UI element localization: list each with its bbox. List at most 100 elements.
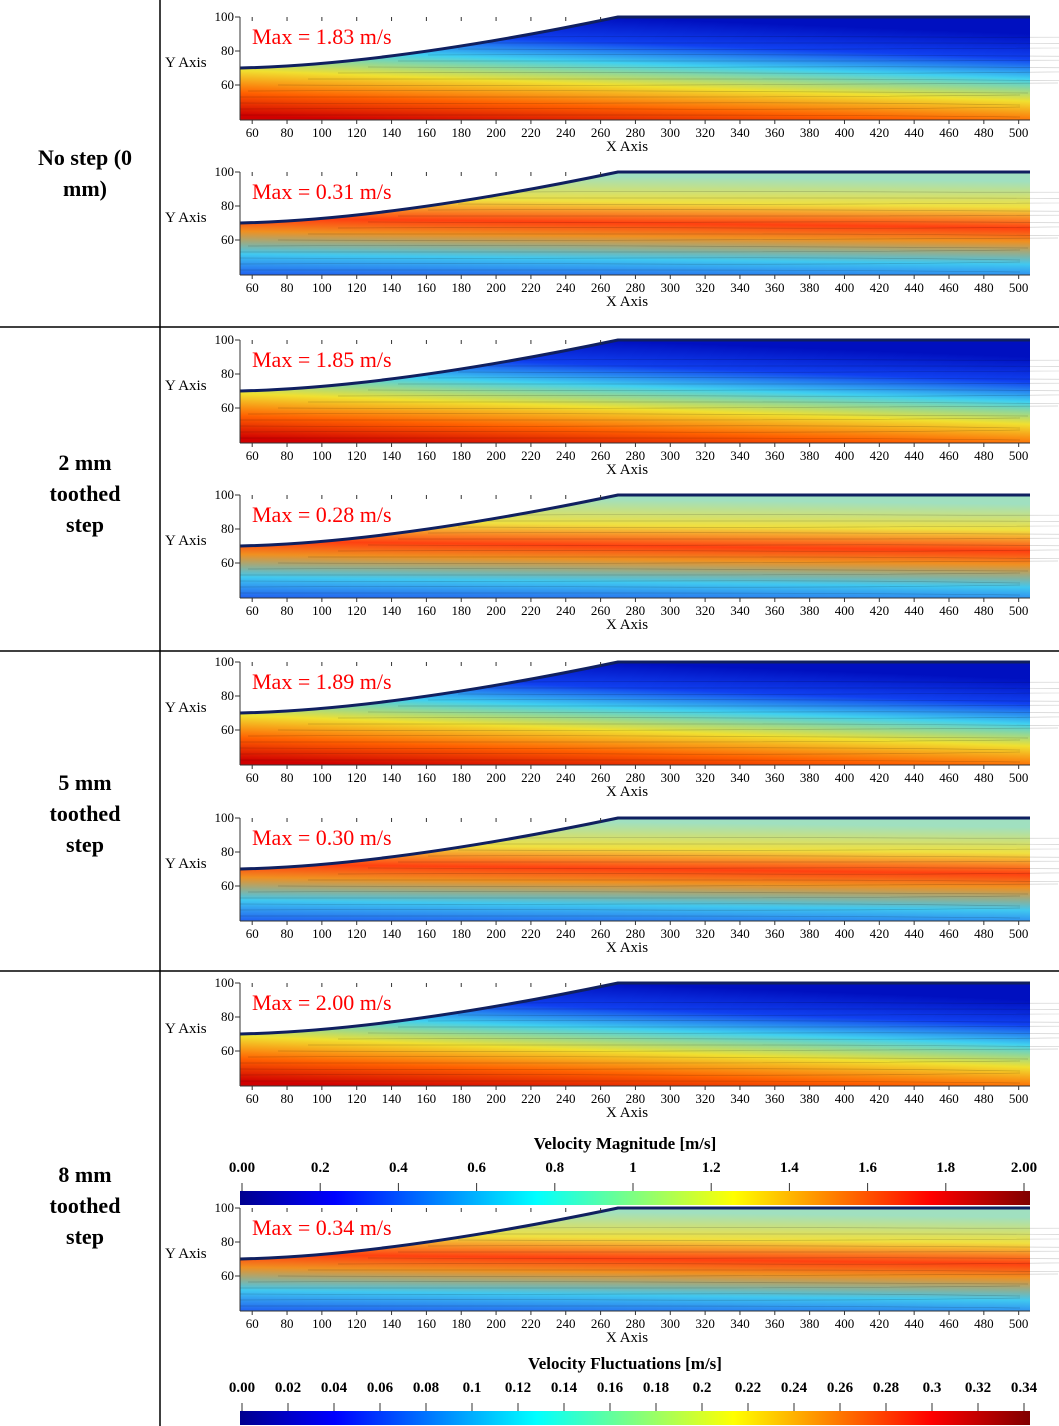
x-tick-label: 180: [451, 1316, 471, 1331]
streamline: [239, 915, 1021, 919]
colorbar-label: 0.00: [229, 1380, 255, 1396]
max-label: Max = 1.83 m/s: [252, 24, 392, 49]
x-tick-label: 140: [382, 125, 402, 140]
max-label: Max = 0.31 m/s: [252, 179, 392, 204]
streamline: [428, 1020, 1059, 1023]
x-tick-label: 300: [661, 448, 681, 463]
x-tick-label: 200: [486, 280, 506, 295]
y-tick-label: 60: [221, 1043, 234, 1058]
row-label-text: 8 mm toothed step: [49, 1161, 121, 1249]
x-tick-label: 380: [800, 926, 820, 941]
x-tick-label: 400: [835, 448, 855, 463]
streamline: [488, 365, 1059, 367]
streamline: [278, 1048, 1059, 1052]
streamline: [458, 525, 1059, 528]
x-tick-label: 260: [591, 1316, 611, 1331]
x-tick-label: 340: [730, 125, 750, 140]
x-tick-label: 280: [626, 125, 646, 140]
y-tick-label: 100: [215, 1200, 235, 1215]
streamline: [278, 237, 1059, 241]
x-tick-label: 400: [835, 603, 855, 618]
streamline: [278, 883, 1059, 887]
x-tick-label: 180: [451, 770, 471, 785]
x-tick-label: 380: [800, 770, 820, 785]
x-tick-label: 140: [382, 926, 402, 941]
max-label: Max = 1.85 m/s: [252, 347, 392, 372]
streamline: [239, 1068, 1021, 1072]
x-axis-label: X Axis: [606, 139, 648, 155]
streamline: [428, 532, 1059, 535]
x-tick-label: 300: [661, 603, 681, 618]
streamline: [239, 261, 1021, 265]
streamline: [428, 377, 1059, 380]
x-tick-label: 220: [521, 280, 541, 295]
x-tick-label: 160: [417, 926, 437, 941]
x-tick-label: 100: [312, 280, 332, 295]
x-tick-label: 80: [281, 926, 294, 941]
x-tick-label: 120: [347, 926, 367, 941]
x-tick-label: 120: [347, 1091, 367, 1106]
streamline: [398, 1025, 1059, 1028]
y-tick-label: 80: [221, 1234, 234, 1249]
x-tick-label: 440: [904, 770, 924, 785]
x-tick-label: 80: [281, 1091, 294, 1106]
streamline: [248, 1056, 1029, 1060]
x-tick-label: 420: [870, 448, 890, 463]
streamline: [518, 837, 1059, 839]
x-tick-label: 220: [521, 1316, 541, 1331]
streamline: [240, 572, 1021, 576]
y-tick-label: 60: [221, 555, 234, 570]
x-tick-label: 80: [281, 770, 294, 785]
x-tick-label: 140: [382, 603, 402, 618]
x-tick-label: 400: [835, 926, 855, 941]
streamline: [488, 1008, 1059, 1010]
streamline: [488, 197, 1059, 199]
streamline: [308, 1044, 1059, 1048]
row-label: 8 mm toothed step: [10, 1159, 160, 1252]
streamline: [368, 66, 1059, 69]
x-tick-label: 320: [695, 770, 715, 785]
x-tick-label: 160: [417, 448, 437, 463]
x-tick-label: 480: [974, 125, 994, 140]
streamline: [338, 1037, 1059, 1040]
colorbar-label: 0.24: [781, 1380, 808, 1396]
x-tick-label: 500: [1009, 926, 1029, 941]
x-tick-label: 200: [486, 448, 506, 463]
streamline: [308, 78, 1059, 82]
streamline: [240, 895, 1021, 899]
x-tick-label: 320: [695, 926, 715, 941]
x-tick-label: 120: [347, 603, 367, 618]
x-tick-label: 280: [626, 1091, 646, 1106]
y-tick-label: 60: [221, 878, 234, 893]
y-tick-label: 100: [215, 164, 235, 179]
x-tick-label: 440: [904, 1091, 924, 1106]
x-tick-label: 480: [974, 1091, 994, 1106]
y-axis-label: Y Axis: [165, 1021, 207, 1037]
x-tick-label: 500: [1009, 1316, 1029, 1331]
colorbar-label: 0.02: [275, 1380, 301, 1396]
streamline: [428, 54, 1059, 57]
x-axis-label: X Axis: [606, 294, 648, 310]
wall: [239, 493, 1030, 548]
x-tick-label: 240: [556, 926, 576, 941]
x-tick-label: 340: [730, 1091, 750, 1106]
streamline: [278, 82, 1059, 86]
x-tick-label: 400: [835, 1316, 855, 1331]
max-label: Max = 0.28 m/s: [252, 502, 392, 527]
x-tick-label: 360: [765, 770, 785, 785]
streamline: [240, 114, 1021, 118]
max-label: Max = 1.89 m/s: [252, 669, 392, 694]
x-tick-label: 320: [695, 1316, 715, 1331]
x-tick-label: 320: [695, 448, 715, 463]
colorbar-label: 0.3: [923, 1380, 942, 1396]
streamline: [338, 71, 1059, 74]
y-tick-label: 80: [221, 1009, 234, 1024]
x-tick-label: 400: [835, 125, 855, 140]
streamline: [240, 592, 1021, 596]
streamline: [248, 891, 1029, 895]
streamline: [518, 514, 1059, 516]
streamline: [518, 36, 1059, 38]
x-tick-label: 60: [246, 125, 259, 140]
x-tick-label: 180: [451, 448, 471, 463]
streamline: [240, 1285, 1021, 1289]
